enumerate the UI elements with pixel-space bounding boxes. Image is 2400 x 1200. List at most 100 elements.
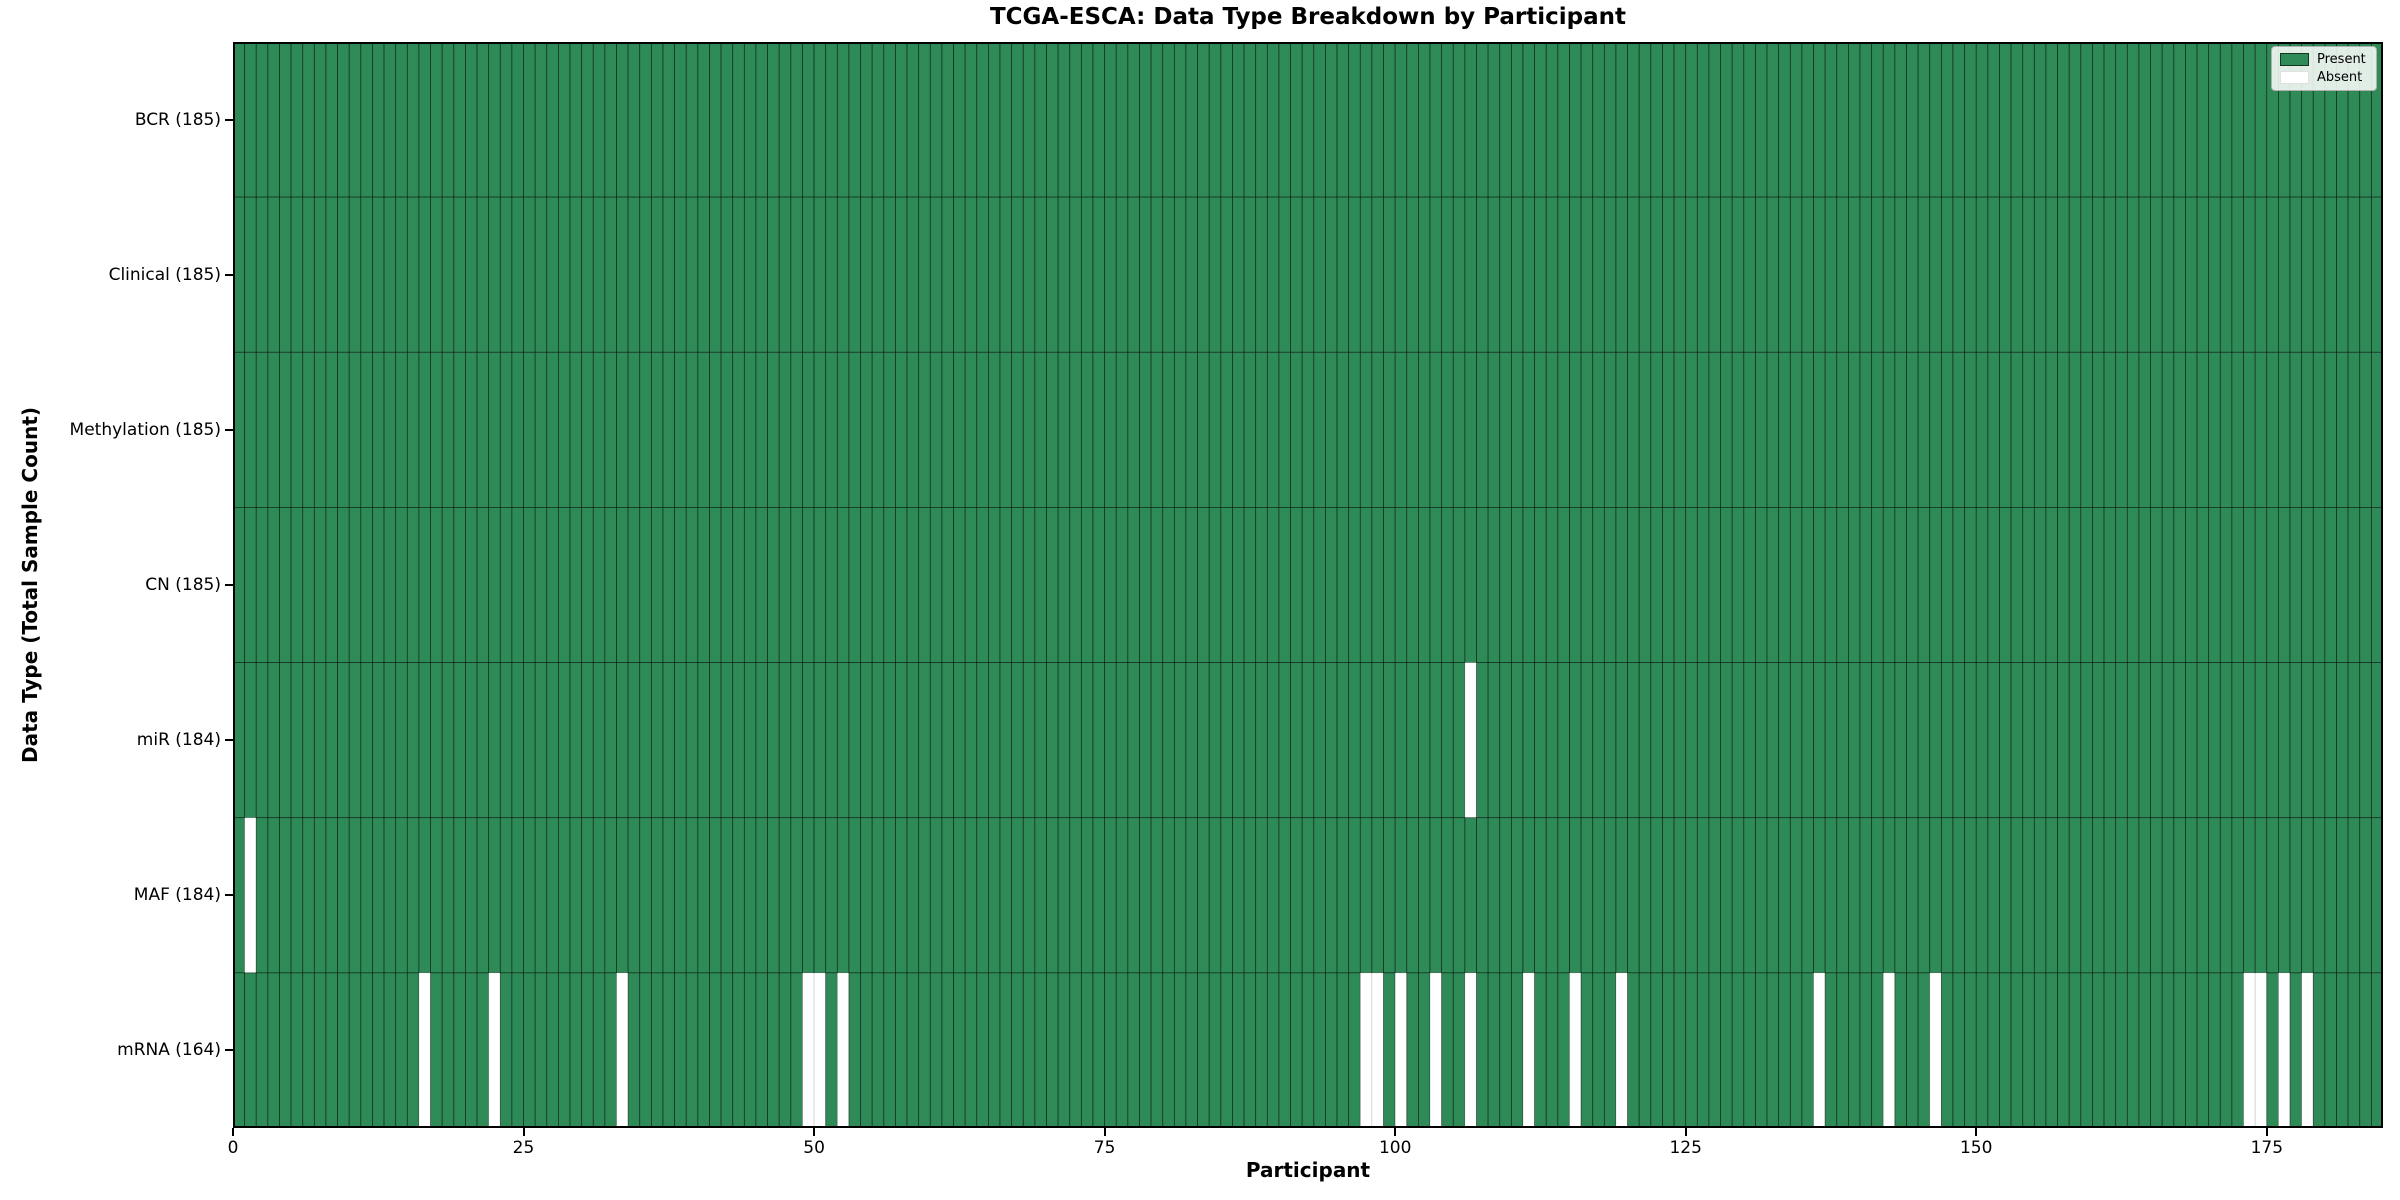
cell (2068, 817, 2082, 974)
cell (1522, 42, 1536, 198)
cell (2045, 351, 2058, 508)
cell (1162, 351, 1175, 508)
cell (1871, 42, 1884, 198)
cell (2080, 196, 2093, 353)
cell (2010, 351, 2024, 508)
cell (1197, 972, 1210, 1128)
cell (1313, 662, 1326, 819)
cell (1359, 351, 1373, 508)
cell (1046, 972, 1059, 1128)
cell (929, 196, 943, 353)
cell (1057, 972, 1071, 1128)
cell (964, 662, 978, 819)
cell (558, 662, 571, 819)
cell (1441, 662, 1454, 819)
cell (534, 42, 548, 198)
cell (895, 972, 908, 1128)
cell (836, 42, 850, 198)
cell (2301, 972, 2314, 1128)
cell (825, 196, 838, 353)
cell (1371, 662, 1384, 819)
cell (685, 817, 699, 974)
cell (1731, 42, 1745, 198)
cell (2150, 196, 2163, 353)
cell (1685, 42, 1698, 198)
cell (1429, 507, 1443, 663)
cell (860, 196, 873, 353)
cell (1999, 351, 2012, 508)
cell (743, 662, 757, 819)
cell (1999, 817, 2012, 974)
cell (2045, 507, 2058, 663)
cell (743, 972, 757, 1128)
cell (1266, 662, 1280, 819)
cell (1964, 351, 1977, 508)
cell (372, 507, 385, 663)
cell (1755, 196, 1768, 353)
cell (1441, 507, 1454, 663)
cell (2254, 662, 2268, 819)
cell (976, 972, 989, 1128)
cell (871, 662, 885, 819)
cell (534, 817, 548, 974)
cell (1394, 42, 1408, 198)
cell (1906, 972, 1919, 1128)
cell (964, 507, 978, 663)
cell (2231, 196, 2244, 353)
cell (406, 817, 420, 974)
cell (1592, 507, 1605, 663)
cell (1999, 972, 2012, 1128)
cell (558, 42, 571, 198)
cell (1243, 196, 1257, 353)
cell (1348, 196, 1361, 353)
cell (1104, 507, 1117, 663)
cell (2115, 662, 2128, 819)
cell (906, 196, 920, 353)
cell (1162, 196, 1175, 353)
cell (627, 42, 641, 198)
cell (418, 351, 431, 508)
cell (523, 42, 536, 198)
cell (1092, 817, 1106, 974)
cell (2312, 817, 2326, 974)
cell (534, 196, 548, 353)
legend-present-label: Present (2317, 52, 2366, 67)
cell (2301, 196, 2314, 353)
cell (569, 42, 583, 198)
cell (592, 42, 606, 198)
cell (1162, 42, 1175, 198)
cell (406, 507, 420, 663)
cell (883, 42, 896, 198)
cell (2033, 972, 2047, 1128)
y-tick-label: mRNA (164) (117, 1040, 221, 1061)
cell (616, 351, 629, 508)
cell (2033, 507, 2047, 663)
y-tick-mark (225, 118, 233, 121)
cell (360, 662, 373, 819)
cell (1452, 196, 1466, 353)
cell (313, 972, 327, 1128)
cell (1034, 507, 1047, 663)
y-tick-mark (225, 739, 233, 742)
cell (1871, 351, 1884, 508)
cell (941, 351, 954, 508)
cell (790, 507, 803, 663)
cell (1057, 817, 1071, 974)
cell (2185, 42, 2198, 198)
cell (581, 42, 594, 198)
cell (1150, 662, 1164, 819)
cell (988, 196, 1001, 353)
cell (499, 42, 513, 198)
cell (2359, 972, 2372, 1128)
cell (348, 42, 362, 198)
cell (1185, 972, 1198, 1128)
cell (1708, 196, 1721, 353)
cell (406, 196, 420, 353)
cell (755, 196, 768, 353)
cell (1359, 972, 1373, 1128)
cell (1615, 42, 1628, 198)
cell (267, 972, 280, 1128)
cell (1487, 42, 1501, 198)
cell (650, 507, 664, 663)
cell (988, 507, 1001, 663)
